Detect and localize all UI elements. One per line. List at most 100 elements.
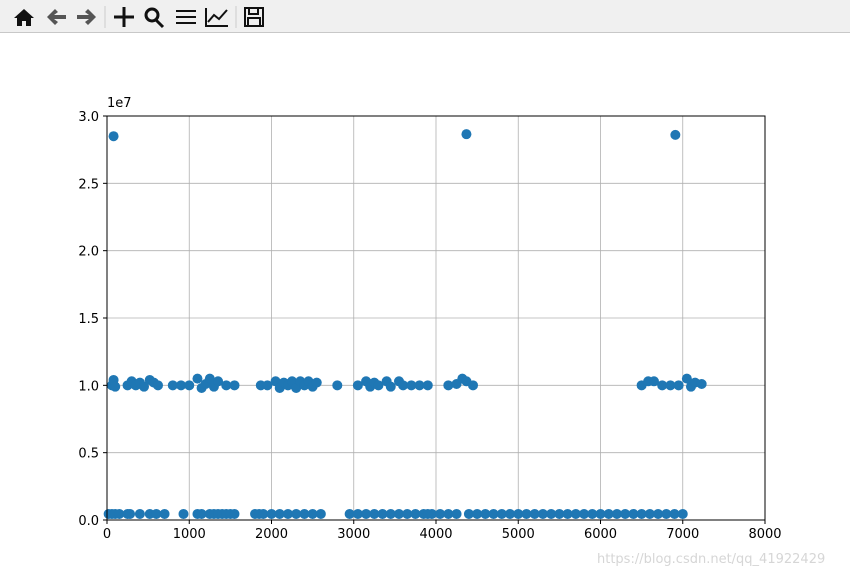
point	[451, 508, 462, 519]
point	[178, 508, 189, 519]
point	[414, 380, 425, 391]
point	[229, 380, 240, 391]
point	[315, 508, 326, 519]
point	[332, 380, 343, 391]
point	[406, 380, 417, 391]
point	[299, 508, 310, 519]
point	[229, 508, 240, 519]
x-tick-label: 2000	[255, 527, 288, 542]
point	[443, 508, 454, 519]
point	[461, 129, 472, 140]
y-tick-label: 1.0	[78, 379, 99, 394]
point	[398, 380, 409, 391]
point	[262, 380, 273, 391]
point	[696, 378, 707, 389]
point	[570, 508, 581, 519]
zoom-button[interactable]	[144, 7, 165, 29]
point	[644, 508, 655, 519]
point	[636, 508, 647, 519]
point	[139, 381, 150, 392]
watermark: https://blog.csdn.net/qq_41922429	[597, 552, 825, 567]
point	[435, 508, 446, 519]
configure-button[interactable]	[176, 10, 196, 24]
point	[505, 508, 516, 519]
forward-button[interactable]	[77, 9, 96, 25]
pan-button[interactable]	[114, 7, 134, 27]
point	[677, 508, 688, 519]
point	[385, 381, 396, 392]
point	[546, 508, 557, 519]
x-tick-label: 3000	[337, 527, 370, 542]
point	[443, 380, 454, 391]
plot-frame	[106, 115, 766, 521]
point	[665, 380, 676, 391]
point	[108, 131, 119, 142]
point	[377, 508, 388, 519]
point	[410, 508, 421, 519]
point	[402, 508, 413, 519]
point	[670, 129, 681, 140]
point	[361, 508, 372, 519]
y-tick-label: 1.5	[78, 312, 99, 327]
point	[562, 508, 573, 519]
point	[192, 373, 203, 384]
point	[393, 508, 404, 519]
point	[213, 376, 224, 387]
point	[521, 508, 532, 519]
home-button[interactable]	[14, 9, 34, 26]
point	[422, 380, 433, 391]
point	[167, 380, 178, 391]
point	[426, 508, 437, 519]
point	[529, 508, 540, 519]
x-tick-label: 6000	[584, 527, 617, 542]
toolbar	[0, 0, 850, 33]
point	[110, 381, 121, 392]
save-button[interactable]	[244, 7, 264, 27]
x-tick-label: 5000	[502, 527, 535, 542]
point	[628, 508, 639, 519]
point	[282, 508, 293, 519]
point	[385, 508, 396, 519]
point	[603, 508, 614, 519]
x-tick-label: 7000	[666, 527, 699, 542]
toolbar-icons	[14, 6, 264, 29]
point	[595, 508, 606, 519]
point	[488, 508, 499, 519]
y-tick-label: 3.0	[78, 110, 99, 125]
y-tick-label: 2.0	[78, 245, 99, 260]
point	[274, 508, 285, 519]
edit-axis-button[interactable]	[205, 8, 228, 27]
point	[176, 380, 187, 391]
point	[114, 508, 125, 519]
point	[579, 508, 590, 519]
x-tick-label: 4000	[419, 527, 452, 542]
point	[669, 508, 680, 519]
point	[681, 373, 692, 384]
point	[196, 508, 207, 519]
point	[204, 373, 215, 384]
point	[661, 508, 672, 519]
point	[369, 508, 380, 519]
point	[657, 380, 668, 391]
point	[373, 380, 384, 391]
y-tick-label: 0.5	[78, 447, 99, 462]
point	[554, 508, 565, 519]
point	[152, 380, 163, 391]
point	[463, 508, 474, 519]
point	[537, 508, 548, 519]
y-tick-label: 2.5	[78, 177, 99, 192]
point	[311, 377, 322, 388]
point	[352, 508, 363, 519]
point	[653, 508, 664, 519]
point	[134, 508, 145, 519]
point	[258, 508, 269, 519]
y-tick-label: 0.0	[78, 514, 99, 529]
point	[673, 380, 684, 391]
point	[587, 508, 598, 519]
back-button[interactable]	[47, 9, 66, 25]
point	[307, 508, 318, 519]
point	[151, 508, 162, 519]
point	[184, 380, 195, 391]
point	[221, 380, 232, 391]
